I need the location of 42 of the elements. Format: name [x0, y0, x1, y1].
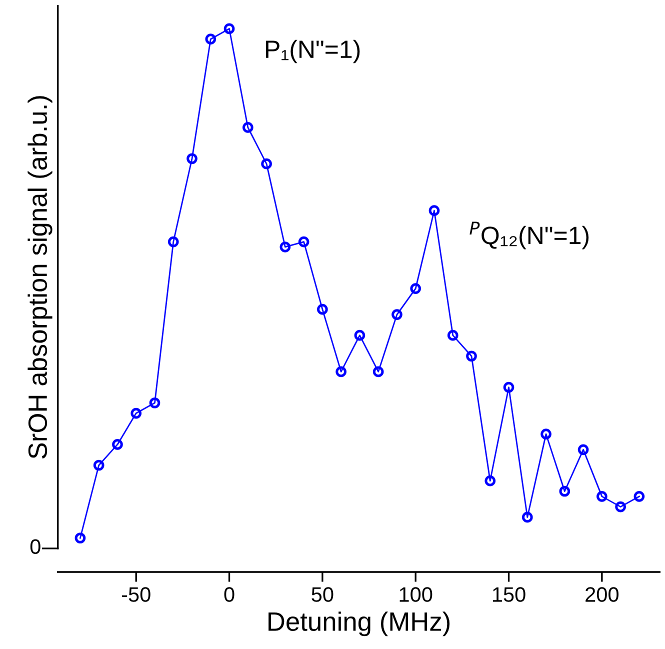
annotation: $^{P}$Q₁₂(N"=1): [470, 222, 589, 250]
point: [559, 486, 570, 497]
point: [186, 153, 198, 164]
x-tick-label: -50: [122, 587, 150, 602]
point: [410, 283, 422, 294]
point: [522, 512, 533, 523]
x-tick-label: 50: [312, 587, 334, 602]
point: [634, 491, 645, 502]
point: [112, 439, 123, 450]
point: [428, 205, 440, 216]
point: [336, 366, 346, 378]
x-tick-label: 150: [492, 587, 526, 602]
point: [93, 460, 104, 471]
point: [205, 34, 216, 45]
point: [372, 366, 384, 378]
point: [540, 428, 552, 440]
point: [503, 382, 514, 393]
point: [298, 236, 310, 248]
x-tick-label: 200: [586, 587, 618, 602]
point: [466, 350, 477, 362]
point: [615, 501, 626, 512]
annotation: P₁(N"=1): [266, 40, 360, 64]
point: [130, 408, 142, 419]
y-axis-title: SrOH absorption signal (arb.u.): [28, 96, 52, 459]
point: [447, 330, 458, 341]
point: [484, 475, 496, 486]
x-tick-label: 100: [400, 587, 432, 602]
point: [280, 242, 291, 252]
x-axis-title: Detuning (MHz): [268, 612, 450, 636]
point: [149, 397, 160, 408]
point: [242, 122, 254, 133]
point: [261, 158, 272, 170]
x-tick-label: 0: [224, 587, 234, 602]
point: [354, 330, 366, 341]
point: [392, 309, 402, 320]
point: [317, 304, 328, 315]
text: 0: [30, 539, 40, 554]
point: [578, 444, 589, 456]
point: [224, 23, 235, 34]
point: [74, 532, 86, 544]
point: [596, 491, 608, 502]
point: [168, 236, 179, 248]
